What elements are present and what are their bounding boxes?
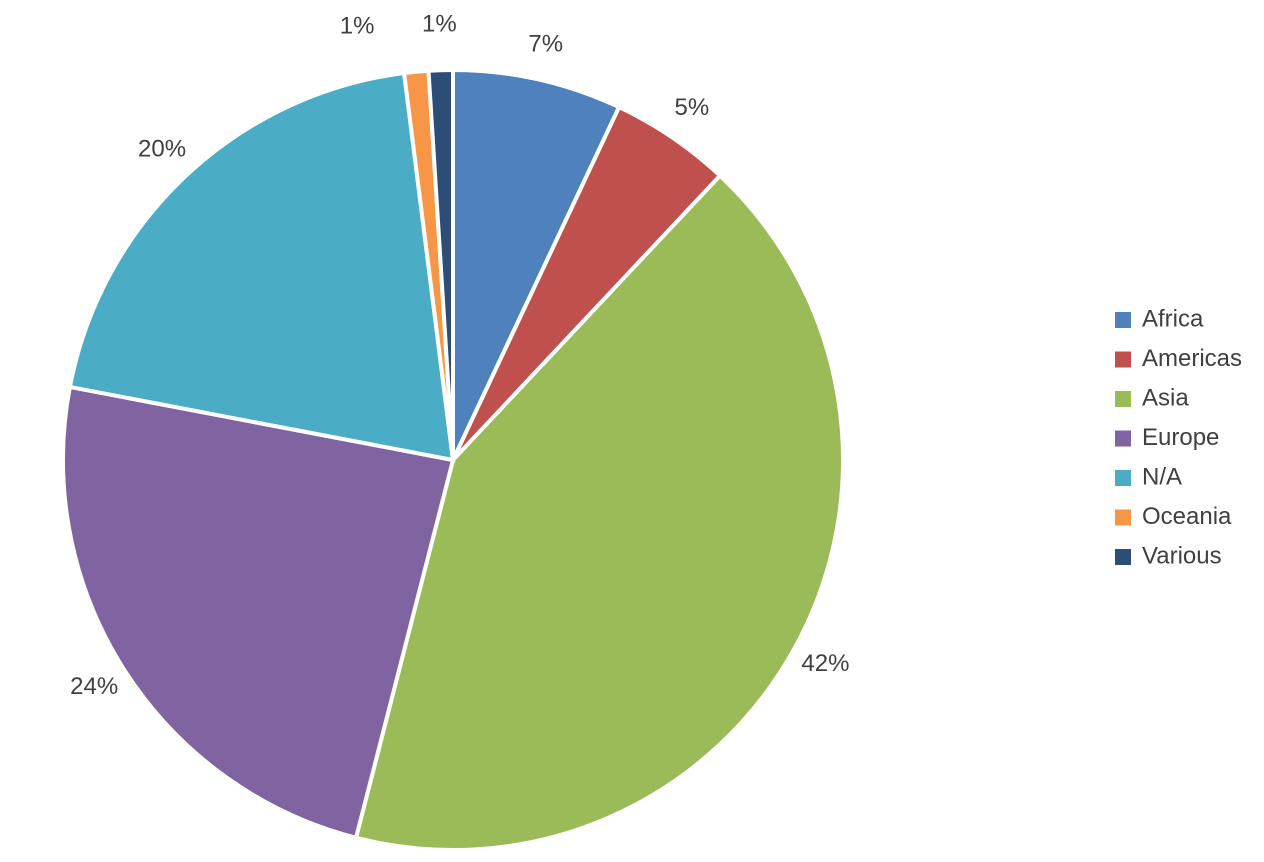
legend-swatch <box>1115 351 1131 368</box>
legend-swatch <box>1115 391 1131 407</box>
pie-slice <box>67 70 456 463</box>
legend-label: Africa <box>1142 305 1204 332</box>
data-label: 1% <box>340 12 375 39</box>
data-label: 7% <box>528 31 563 58</box>
legend-swatch <box>1115 549 1131 565</box>
legend-swatch <box>1115 312 1131 328</box>
pie-slice <box>61 384 456 841</box>
data-label: 20% <box>138 136 186 163</box>
data-label: 5% <box>675 94 710 121</box>
legend-swatch <box>1115 509 1131 526</box>
pie-slice <box>353 172 845 852</box>
pie-slice <box>426 67 455 461</box>
data-label: 24% <box>70 673 118 700</box>
legend-label: Various <box>1142 542 1222 569</box>
legend-label: Americas <box>1142 345 1242 372</box>
data-label: 1% <box>422 11 457 38</box>
legend-label: Asia <box>1142 384 1189 411</box>
legend-swatch <box>1115 470 1131 486</box>
legend-label: Oceania <box>1142 503 1232 530</box>
legend-swatch <box>1115 430 1131 447</box>
pie-slice <box>451 67 622 461</box>
data-label: 42% <box>801 650 849 677</box>
legend-label: N/A <box>1142 463 1182 490</box>
legend-label: Europe <box>1142 424 1219 451</box>
